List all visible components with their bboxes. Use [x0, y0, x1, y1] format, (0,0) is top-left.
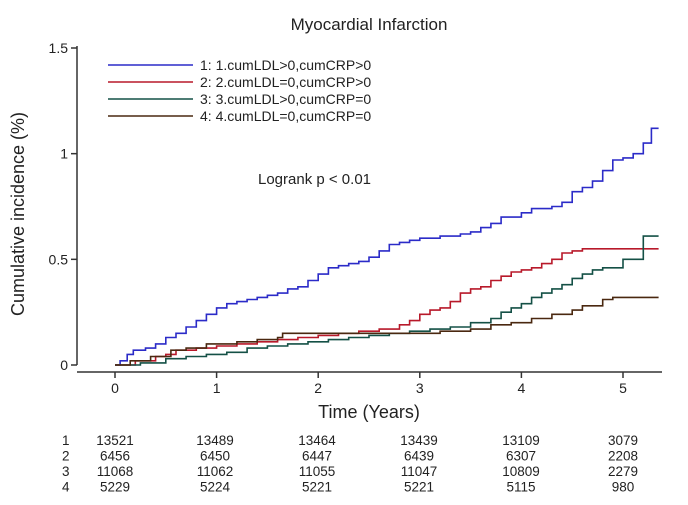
risk-cell: 13464 — [298, 433, 336, 448]
y-tick-label: 1 — [60, 146, 68, 162]
series-line-4 — [115, 296, 659, 366]
risk-cell: 2279 — [608, 464, 638, 479]
risk-cell: 11062 — [197, 464, 234, 479]
legend-label-2: 2: 2.cumLDL=0,cumCRP>0 — [200, 74, 371, 90]
x-tick-label: 0 — [111, 380, 119, 396]
risk-cell: 13439 — [400, 433, 438, 448]
risk-table: 1 13521 13489 13464 13439 13109 3079 2 6456 6450 6… — [62, 433, 638, 495]
series-line-2 — [115, 248, 659, 366]
risk-cell: 5229 — [100, 480, 130, 495]
x-tick-label: 2 — [314, 380, 322, 396]
risk-cell: 13109 — [502, 433, 540, 448]
legend-label-3: 3: 3.cumLDL>0,cumCRP=0 — [200, 91, 371, 107]
x-axis-title: Time (Years) — [318, 402, 420, 422]
risk-cell: 5224 — [200, 480, 231, 495]
legend-label-1: 1: 1.cumLDL>0,cumCRP>0 — [200, 57, 371, 73]
risk-cell: 6307 — [506, 449, 536, 464]
risk-cell: 11055 — [299, 464, 336, 479]
risk-cell: 2208 — [608, 449, 638, 464]
risk-cell: 11068 — [97, 464, 134, 479]
risk-cell: 5221 — [302, 480, 332, 495]
risk-cell: 3079 — [608, 433, 638, 448]
x-tick-label: 3 — [416, 380, 424, 396]
y-tick-label: 0 — [60, 357, 68, 373]
risk-cell: 6447 — [302, 449, 332, 464]
x-axis: 0 1 2 3 4 5 — [77, 371, 662, 396]
risk-cell: 6439 — [404, 449, 434, 464]
risk-cell: 11047 — [401, 464, 438, 479]
y-axis: 0 0.5 1 1.5 — [49, 40, 78, 373]
series-line-1 — [115, 127, 659, 366]
risk-row-label: 2 — [62, 449, 70, 464]
series-group — [115, 127, 659, 366]
chart-title: Myocardial Infarction — [291, 15, 448, 34]
risk-cell: 5221 — [404, 480, 434, 495]
risk-cell: 13521 — [96, 433, 134, 448]
risk-cell: 980 — [612, 480, 635, 495]
x-tick-label: 5 — [619, 380, 627, 396]
legend: 1: 1.cumLDL>0,cumCRP>02: 2.cumLDL=0,cumC… — [108, 57, 371, 124]
series-line-3 — [115, 235, 659, 366]
legend-label-4: 4: 4.cumLDL=0,cumCRP=0 — [200, 108, 371, 124]
risk-row-label: 1 — [62, 433, 70, 448]
risk-row-label: 4 — [62, 480, 70, 495]
risk-row-label: 3 — [62, 464, 70, 479]
risk-cell: 10809 — [502, 464, 540, 479]
y-tick-label: 1.5 — [49, 40, 69, 56]
x-tick-label: 1 — [213, 380, 221, 396]
risk-cell: 13489 — [196, 433, 234, 448]
logrank-annotation: Logrank p < 0.01 — [258, 171, 371, 188]
risk-cell: 5115 — [506, 480, 535, 495]
x-tick-label: 4 — [518, 380, 526, 396]
risk-cell: 6450 — [200, 449, 230, 464]
y-axis-title: Cumulative incidence (%) — [8, 112, 28, 316]
risk-cell: 6456 — [100, 449, 130, 464]
y-tick-label: 0.5 — [49, 251, 69, 267]
